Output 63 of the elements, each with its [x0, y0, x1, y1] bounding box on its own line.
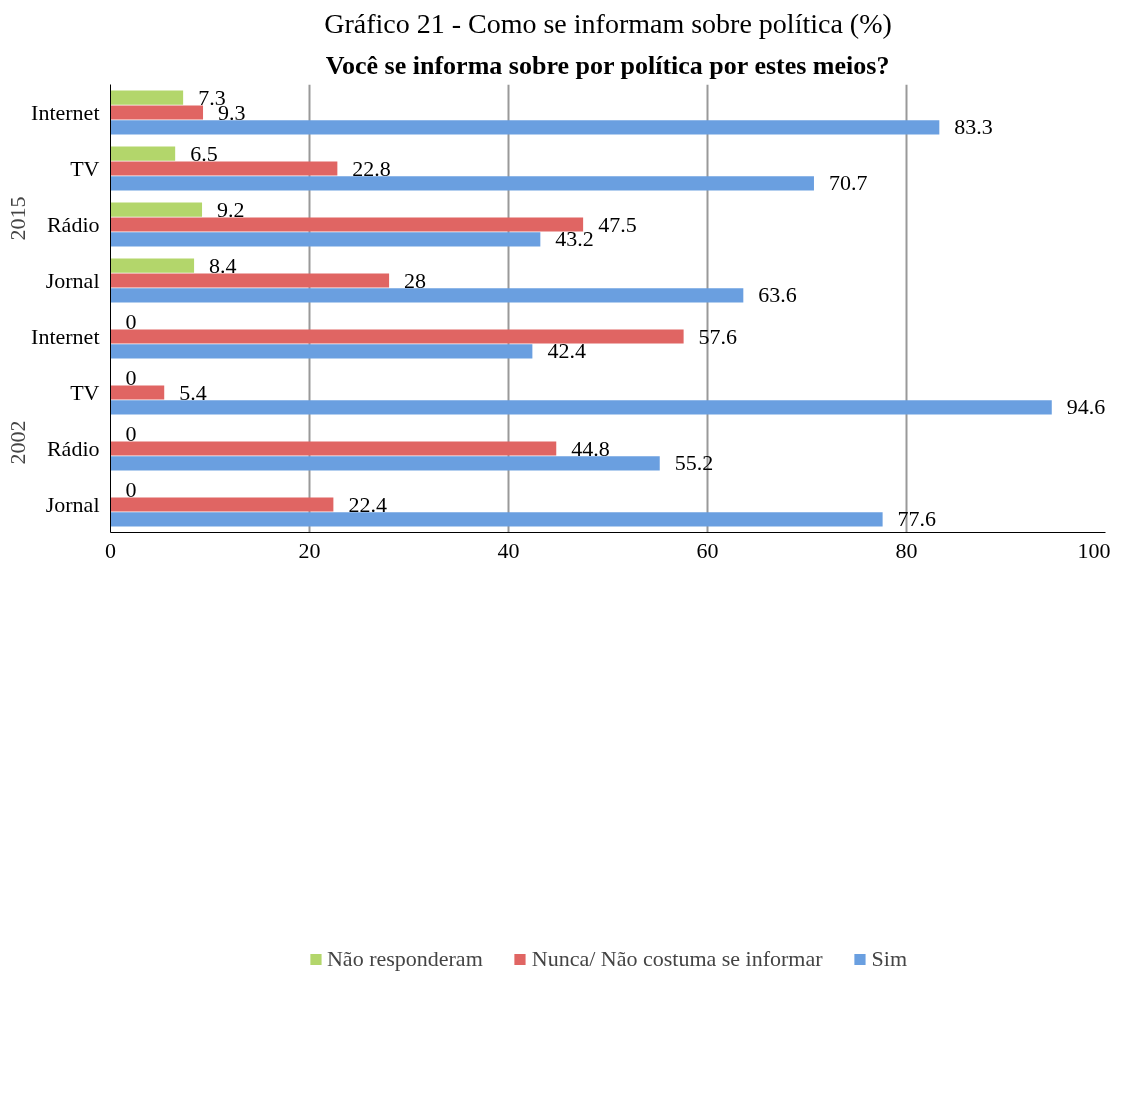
data-label: 22.4: [348, 491, 387, 517]
x-tick-label: 100: [1077, 537, 1111, 563]
x-tick-label: 40: [497, 537, 520, 563]
legend-label: Nunca/ Não costuma se informar: [531, 945, 823, 972]
data-label: 0: [125, 364, 137, 390]
bar: [110, 217, 584, 232]
chart-title: Gráfico 21 - Como se informam sobre política (%): [324, 7, 892, 39]
data-label: 43.2: [555, 226, 594, 252]
y-tick-label: Internet: [31, 100, 100, 125]
bar: [110, 120, 940, 135]
legend-label: Sim: [871, 945, 908, 972]
y-tick-label: Internet: [31, 324, 100, 349]
x-tick-label: 20: [298, 537, 321, 563]
text: 2002: [4, 420, 30, 465]
bar: [110, 385, 165, 400]
bar: [110, 456, 660, 471]
data-label: 0: [125, 308, 137, 334]
bar: [110, 512, 883, 527]
bar: [110, 146, 176, 161]
bar: [110, 288, 744, 303]
bar: [110, 232, 541, 247]
bar: [110, 329, 684, 344]
y-tick-label: Jornal: [45, 268, 100, 293]
y-tick-label: Rádio: [46, 212, 100, 237]
y-tick-label: TV: [70, 380, 100, 405]
y-tick-label: Jornal: [45, 492, 100, 517]
y-tick-label: TV: [70, 156, 100, 181]
legend-label: Não responderam: [326, 945, 483, 972]
data-label: 55.2: [674, 450, 714, 476]
data-label: 5.4: [179, 379, 207, 405]
x-tick-label: 80: [895, 537, 918, 563]
data-label: 70.7: [828, 170, 868, 196]
data-label: 9.2: [217, 196, 245, 222]
data-label: 42.4: [547, 338, 586, 364]
bar: [110, 441, 557, 456]
data-label: 77.6: [897, 506, 937, 532]
text: 2015: [4, 196, 30, 241]
data-label: 63.6: [758, 282, 797, 308]
data-label: 83.3: [954, 114, 993, 140]
y-tick-label: Rádio: [46, 436, 100, 461]
bar: [110, 344, 533, 359]
bar: [110, 497, 334, 512]
bar: [110, 105, 204, 120]
bar: [110, 258, 195, 273]
bar: [110, 161, 338, 176]
x-tick-label: 60: [696, 537, 719, 563]
data-label: 0: [125, 420, 137, 446]
data-label: 44.8: [571, 435, 610, 461]
data-label: 6.5: [190, 140, 218, 166]
bar: [110, 90, 184, 105]
data-label: 47.5: [598, 211, 637, 237]
bar: [110, 273, 390, 288]
bar: [110, 176, 814, 191]
x-tick-label: 0: [105, 537, 116, 563]
data-label: 28: [404, 267, 427, 293]
data-label: 8.4: [209, 252, 237, 278]
bar: [110, 400, 1052, 415]
data-label: 94.6: [1066, 394, 1106, 420]
chart-subtitle: Você se informa sobre por política por estes meios?: [325, 50, 890, 80]
data-label: 57.6: [698, 323, 738, 349]
data-label: 22.8: [352, 155, 391, 181]
bar: [110, 202, 203, 217]
data-label: 0: [125, 476, 137, 502]
